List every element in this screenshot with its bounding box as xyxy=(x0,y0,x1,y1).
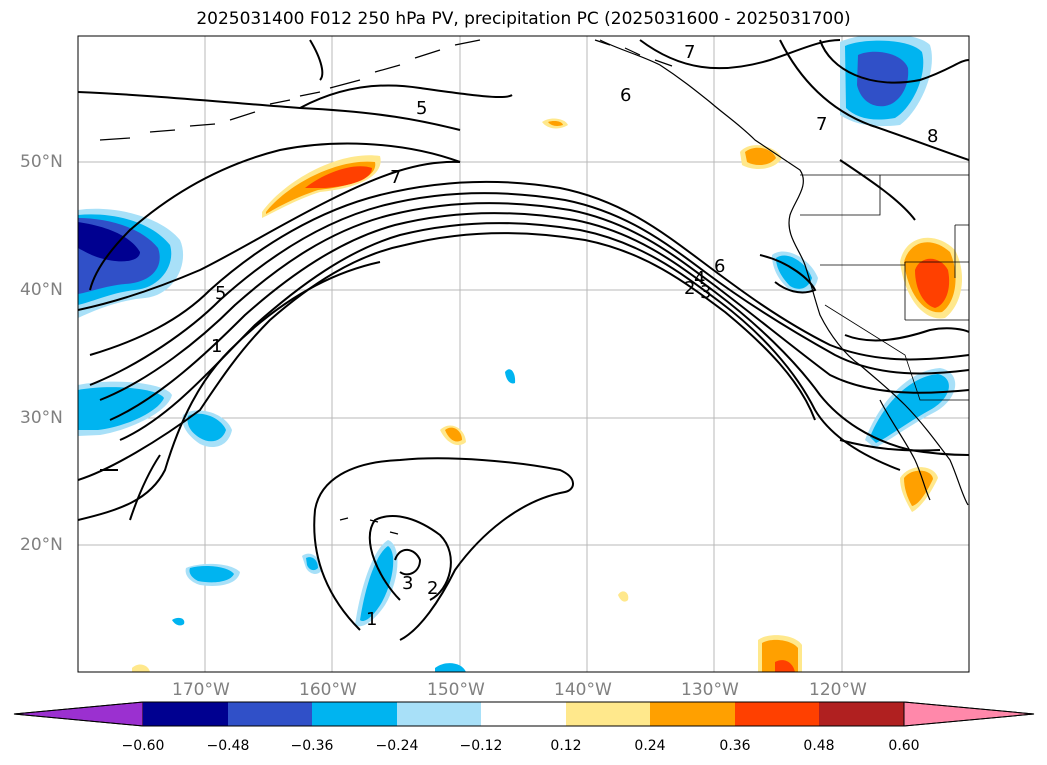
contour-label: 6 xyxy=(714,256,725,277)
lat-tick-label: 30°N xyxy=(20,408,63,428)
colorbar-tick-label: 0.36 xyxy=(719,738,751,754)
contour-label: 6 xyxy=(620,85,631,106)
contour-label: 3 xyxy=(402,573,413,594)
lat-tick-label: 20°N xyxy=(20,535,63,555)
colorbar-swatch xyxy=(228,702,312,726)
borders xyxy=(800,174,969,401)
contour-label: 7 xyxy=(390,167,401,188)
pv-contours xyxy=(78,39,969,641)
colorbar-swatch xyxy=(143,702,228,726)
colorbar-tick-label: −0.12 xyxy=(459,738,503,754)
lon-tick-label: 150°W xyxy=(427,680,485,700)
colorbar-tick-label: −0.36 xyxy=(290,738,334,754)
contour-label: 2 xyxy=(684,278,695,299)
contour-label: 5 xyxy=(416,98,427,119)
contour-label: 7 xyxy=(684,42,695,63)
lon-tick-label: 120°W xyxy=(809,680,867,700)
colorbar-extend-low xyxy=(13,701,144,727)
colorbar-swatch xyxy=(481,702,566,726)
contour-label: 2 xyxy=(427,578,438,599)
colorbar-tick-label: −0.24 xyxy=(375,738,419,754)
colorbar-tick-label: 0.24 xyxy=(634,738,666,754)
colorbar-tick-label: 0.48 xyxy=(803,738,835,754)
contour-label: 1 xyxy=(211,336,222,357)
colorbar xyxy=(13,701,1035,727)
contour-label: 1 xyxy=(366,609,377,630)
contour-label: 3 xyxy=(700,282,711,303)
colorbar-tick-label: −0.48 xyxy=(206,738,250,754)
colorbar-tick-label: 0.12 xyxy=(550,738,582,754)
colorbar-swatch xyxy=(397,702,481,726)
contour-label: 7 xyxy=(816,114,827,135)
contour-label: 8 xyxy=(927,126,938,147)
lat-tick-label: 50°N xyxy=(20,152,63,172)
colorbar-swatch xyxy=(819,702,904,726)
lon-tick-label: 170°W xyxy=(172,680,230,700)
lat-tick-label: 40°N xyxy=(20,280,63,300)
colorbar-swatch xyxy=(312,702,397,726)
colorbar-extend-high xyxy=(903,701,1035,727)
lon-tick-label: 160°W xyxy=(299,680,357,700)
pv-contour-labels: 5 6 7 7 8 5 1 6 4 3 2 7 3 2 1 xyxy=(211,42,938,630)
coastlines xyxy=(99,39,969,535)
lon-tick-label: 140°W xyxy=(554,680,612,700)
lon-tick-label: 130°W xyxy=(681,680,739,700)
map-title: 2025031400 F012 250 hPa PV, precipitatio… xyxy=(196,9,851,29)
colorbar-swatch xyxy=(735,702,819,726)
colorbar-tick-label: 0.60 xyxy=(888,738,920,754)
colorbar-tick-label: −0.60 xyxy=(121,738,165,754)
colorbar-swatch xyxy=(650,702,735,726)
contour-label: 4 xyxy=(694,268,705,289)
precip-negative-fills xyxy=(78,36,956,672)
precip-positive-fills xyxy=(132,118,963,672)
contour-label: 5 xyxy=(215,283,226,304)
colorbar-swatch xyxy=(566,702,650,726)
map-frame xyxy=(77,35,970,673)
